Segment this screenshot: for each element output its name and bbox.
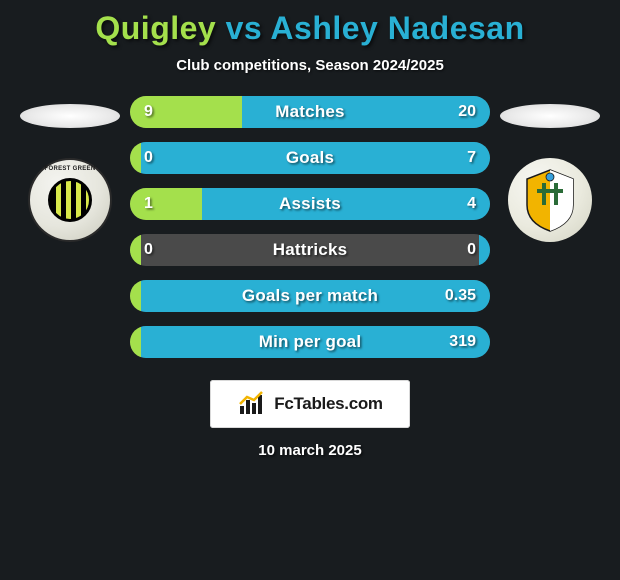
right-player-photo (500, 104, 600, 128)
stat-bar-label: Min per goal (130, 326, 490, 358)
left-player-photo (20, 104, 120, 128)
stat-bar: Assists1 4 (130, 188, 490, 220)
site-badge[interactable]: FcTables.com (210, 380, 410, 428)
title-right-player: Ashley Nadesan (270, 10, 524, 46)
left-club-name: FOREST GREEN (30, 166, 110, 172)
site-name: FcTables.com (274, 394, 383, 414)
right-club-logo (508, 158, 592, 242)
stat-bar: Goals0 7 (130, 142, 490, 174)
stat-bar-left-value: 1 (144, 188, 153, 220)
page-title: Quigley vs Ashley Nadesan (95, 10, 524, 47)
stat-bar-right-value: 0.35 (445, 280, 476, 312)
stat-bar-right-value: 20 (458, 96, 476, 128)
main-row: FOREST GREEN Matches920Goals07Assists14H… (0, 96, 620, 358)
stat-bar-left-value: 0 (144, 142, 153, 174)
stat-bar-left-value: 9 (144, 96, 153, 128)
title-vs: vs (226, 10, 263, 46)
stat-bar: Goals per match0.35 (130, 280, 490, 312)
left-club-stripes-icon (48, 178, 92, 222)
stat-bar-label: Hattricks (130, 234, 490, 266)
stat-bar-right-value: 7 (467, 142, 476, 174)
stat-bar-label: Goals per match (130, 280, 490, 312)
stat-bar-label: Goals (130, 142, 490, 174)
bar-chart-icon (237, 390, 269, 418)
left-column: FOREST GREEN (10, 96, 130, 242)
stat-bar-right-value: 319 (449, 326, 476, 358)
right-club-crest-icon (515, 165, 585, 235)
right-column (490, 96, 610, 242)
stat-bar: Min per goal319 (130, 326, 490, 358)
stat-bar-label: Matches (130, 96, 490, 128)
stat-bars: Matches920Goals07Assists14Hattricks00Goa… (130, 96, 490, 358)
date-text: 10 march 2025 (258, 442, 361, 459)
stat-bar-label: Assists (130, 188, 490, 220)
subtitle: Club competitions, Season 2024/2025 (176, 57, 444, 74)
stat-bar-right-value: 4 (467, 188, 476, 220)
stat-bar-right-value: 0 (467, 234, 476, 266)
left-club-logo: FOREST GREEN (28, 158, 112, 242)
comparison-card: Quigley vs Ashley Nadesan Club competiti… (0, 0, 620, 459)
stat-bar: Matches9 20 (130, 96, 490, 128)
stat-bar-left-value: 0 (144, 234, 153, 266)
title-left-player: Quigley (95, 10, 216, 46)
stat-bar: Hattricks0 0 (130, 234, 490, 266)
